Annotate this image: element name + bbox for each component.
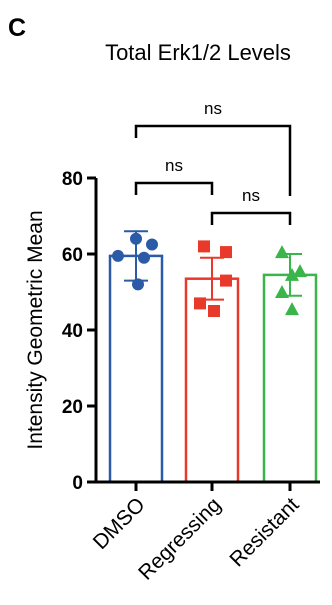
data-points (112, 232, 307, 317)
data-point (112, 249, 124, 262)
data-point (293, 264, 307, 278)
panel-letter: C (8, 14, 26, 42)
significance-label: ns (204, 99, 222, 118)
significance-label: ns (242, 186, 260, 205)
data-point (220, 246, 232, 259)
data-point (220, 274, 232, 287)
data-point (198, 240, 210, 253)
significance-bracket (134, 124, 292, 196)
data-point (138, 251, 150, 264)
y-tick-label: 80 (62, 169, 83, 190)
data-point (285, 302, 299, 316)
y-axis: 0 20 40 60 80 (62, 169, 98, 494)
data-point (285, 267, 299, 281)
data-point (132, 278, 144, 291)
data-point (208, 305, 220, 317)
data-point (194, 297, 206, 310)
x-tick-label: DMSO (89, 493, 150, 554)
chart-title: Total Erk1/2 Levels (105, 40, 291, 65)
y-tick-label: 40 (62, 321, 83, 342)
significance-label: ns (165, 156, 183, 175)
significance-brackets: ns ns ns (134, 99, 292, 225)
data-point (275, 285, 289, 298)
x-tick-label: Regressing (134, 493, 225, 584)
y-tick-label: 0 (72, 473, 83, 494)
data-point (275, 245, 289, 259)
data-point (130, 232, 142, 245)
y-tick-label: 20 (62, 397, 83, 418)
y-tick-label: 60 (62, 245, 83, 266)
significance-bracket (210, 211, 292, 225)
significance-bracket (134, 181, 214, 195)
data-point (146, 238, 158, 251)
x-tick-label: Resistant (225, 493, 303, 571)
y-axis-label: Intensity Geometric Mean (24, 210, 47, 449)
